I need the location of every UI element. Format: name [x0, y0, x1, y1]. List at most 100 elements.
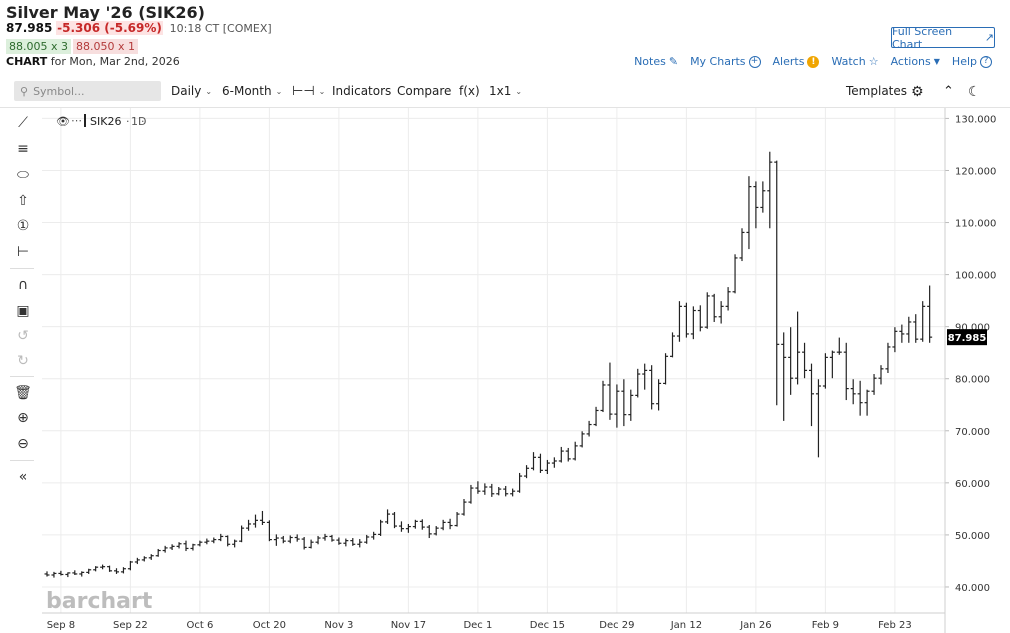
undo-icon[interactable]: ↺ [17, 328, 29, 344]
ohlc-bar [79, 571, 85, 577]
indicators-label: Indicators [332, 84, 392, 98]
collapse-up-icon[interactable]: ⌃ [943, 84, 954, 99]
ohlc-bar [822, 353, 828, 389]
ohlc-bar [461, 498, 467, 516]
measure-icon[interactable]: ⊢ [16, 244, 30, 260]
ohlc-bar [141, 556, 147, 562]
x-tick-label: Sep 22 [113, 620, 148, 631]
ohlc-bar [232, 539, 238, 548]
layout-dropdown[interactable]: 1x1 ⌄ [489, 84, 522, 98]
ohlc-bar [433, 526, 439, 536]
quote-time: 10:18 CT [COMEX] [169, 22, 272, 35]
notes-label: Notes [634, 55, 666, 68]
collapse-icon[interactable]: « [18, 469, 28, 485]
number-marker-icon[interactable]: ① [16, 218, 30, 234]
fib-icon[interactable]: ≡ [17, 141, 29, 157]
ohlc-bar [155, 548, 161, 557]
ohlc-bar [343, 538, 349, 547]
x-tick-label: Dec 29 [599, 620, 634, 631]
ohlc-bar [663, 353, 669, 385]
zoom-in-icon[interactable]: ⊕ [17, 410, 29, 426]
full-screen-chart-button[interactable]: Full Screen Chart ↗ [891, 25, 995, 51]
tool-divider [10, 376, 34, 377]
ohlc-bar [392, 512, 397, 529]
header-links: Notes ✎ My Charts + Alerts! Watch ☆ Actions… [634, 55, 992, 68]
ohlc-bar [93, 566, 99, 572]
trash-icon[interactable]: 🗑 [14, 385, 32, 401]
ohlc-bar [600, 380, 606, 413]
ohlc-bar [649, 365, 655, 410]
search-placeholder: Symbol... [33, 84, 85, 98]
ohlc-bar [551, 457, 557, 468]
ohlc-bar [843, 342, 849, 401]
ohlc-bar [419, 519, 425, 530]
ohlc-bar [871, 374, 877, 395]
alerts-link[interactable]: Alerts! [773, 55, 820, 68]
help-link[interactable]: Help? [952, 55, 992, 68]
ohlc-bar [378, 519, 384, 536]
external-arrow-icon: ↗ [984, 31, 994, 44]
my-charts-label: My Charts [690, 55, 746, 68]
ohlc-bar [447, 518, 453, 530]
ohlc-bar [906, 316, 912, 343]
ohlc-bars [44, 151, 933, 578]
zoom-out-icon[interactable]: ⊖ [17, 436, 29, 452]
price-chart[interactable]: 40.000 50.000 60.000 70.000 80.000 90.000 100.… [42, 108, 1010, 633]
shape-icon[interactable]: ⬭ [17, 167, 29, 183]
chart-type-dropdown[interactable]: ⊢⊣ ⌄ [292, 84, 325, 99]
ohlc-bar [683, 302, 689, 338]
ohlc-bar [586, 420, 592, 437]
fx-button[interactable]: f(x) [459, 84, 480, 98]
ohlc-bar [218, 533, 224, 542]
ohlc-bar [774, 160, 780, 406]
ohlc-bar [364, 534, 370, 544]
ohlc-bar [475, 481, 481, 494]
ohlc-bar [266, 520, 272, 542]
chevron-down-icon: ⌄ [515, 86, 523, 96]
ohlc-bar [829, 350, 835, 379]
quote-line: 87.985 -5.306 (-5.69%) 10:18 CT [COMEX] [6, 21, 272, 35]
alert-icon: ! [807, 55, 820, 68]
ohlc-bar [614, 384, 620, 428]
bid-ask: 88.005 x 3 88.050 x 1 [6, 39, 140, 54]
y-tick-label: 60.000 [955, 479, 990, 490]
ohlc-bar [558, 446, 564, 463]
ohlc-bar [162, 545, 168, 553]
drawing-toolbar: ⟋ ≡ ⬭ ⇧ ① ⊢ ∩ ▣ ↺ ↻ 🗑 ⊕ ⊖ « [0, 108, 42, 633]
x-axis: Sep 8 Sep 22 Oct 6 Oct 20 Nov 3 Nov 17 Dec 1 De… [47, 620, 912, 631]
ohlc-bar [670, 332, 675, 358]
ohlc-bar [676, 301, 682, 342]
search-icon: ⚲ [20, 84, 29, 98]
chart-svg[interactable]: 40.000 50.000 60.000 70.000 80.000 90.000 100.… [42, 108, 1010, 633]
magnet-icon[interactable]: ∩ [17, 277, 29, 293]
price-change: -5.306 (-5.69%) [56, 21, 163, 35]
ohlc-bar [405, 523, 411, 533]
indicators-button[interactable]: Indicators [332, 84, 391, 98]
compare-button[interactable]: Compare [397, 84, 451, 98]
actions-menu[interactable]: Actions ▼ [891, 55, 940, 68]
lock-icon[interactable]: ▣ [16, 303, 30, 319]
ohlc-bar [809, 363, 814, 427]
templates-button[interactable]: Templates [846, 84, 907, 98]
ohlc-bar [294, 534, 300, 542]
arrow-up-icon[interactable]: ⇧ [17, 193, 29, 209]
ohlc-bar [239, 525, 245, 543]
my-charts-link[interactable]: My Charts + [690, 55, 761, 68]
ohlc-bar [100, 564, 106, 570]
dark-mode-moon-icon[interactable]: ☾ [968, 84, 981, 100]
ohlc-bar [426, 525, 432, 539]
settings-gear-icon[interactable]: ⚙ [911, 84, 924, 100]
ohlc-bar [725, 287, 731, 311]
redo-icon[interactable]: ↻ [17, 353, 29, 369]
ohlc-bar [357, 539, 363, 548]
ohlc-bar [134, 557, 140, 565]
y-tick-label: 90.000 [955, 323, 990, 334]
symbol-search-input[interactable]: ⚲ Symbol... [14, 81, 161, 101]
interval-dropdown[interactable]: Daily ⌄ [171, 84, 212, 98]
ohlc-bar [767, 151, 773, 229]
range-dropdown[interactable]: 6-Month ⌄ [222, 84, 282, 98]
notes-link[interactable]: Notes ✎ [634, 55, 678, 68]
watch-link[interactable]: Watch ☆ [831, 55, 878, 68]
trendline-icon[interactable]: ⟋ [18, 115, 28, 131]
fx-label: f(x) [459, 84, 480, 98]
